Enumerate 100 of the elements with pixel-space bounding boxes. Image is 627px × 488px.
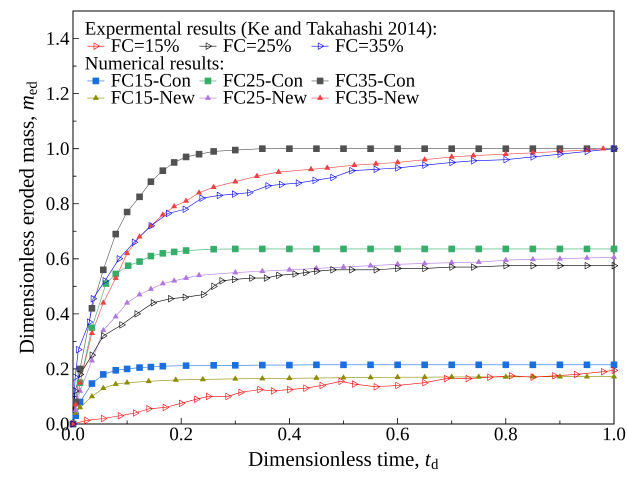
point — [100, 266, 107, 274]
point — [220, 277, 226, 284]
point — [338, 378, 345, 385]
point — [112, 274, 119, 280]
point — [266, 182, 272, 190]
point — [313, 246, 320, 252]
point — [340, 374, 346, 380]
point — [448, 145, 455, 152]
y-axis-title: Dimensionless eroded mass, m$_{ed}$ — [19, 82, 37, 354]
point — [232, 246, 239, 252]
point — [558, 150, 564, 158]
point — [584, 362, 590, 368]
point — [558, 262, 564, 270]
point — [116, 255, 124, 262]
point — [259, 375, 266, 380]
point — [166, 210, 172, 217]
point — [72, 387, 80, 395]
point — [124, 208, 130, 216]
legend-title: Expermental results (Ke and Takahashi 2014): — [85, 21, 436, 39]
point — [78, 370, 84, 378]
point — [238, 388, 245, 396]
point — [136, 364, 143, 371]
point — [146, 378, 152, 384]
point — [112, 380, 119, 386]
point — [210, 362, 217, 369]
point — [303, 268, 310, 276]
point — [136, 291, 142, 296]
point — [314, 268, 321, 275]
point — [368, 374, 374, 380]
point — [611, 254, 617, 260]
point — [448, 374, 455, 379]
point — [77, 388, 83, 393]
legend-label: FC35-Con — [335, 74, 415, 87]
point — [133, 409, 140, 417]
point — [112, 230, 120, 238]
point — [286, 266, 292, 272]
point — [89, 393, 95, 398]
legend-label: FC=35% — [335, 39, 404, 52]
point — [170, 248, 178, 256]
point — [232, 178, 238, 184]
point — [422, 162, 429, 169]
point — [530, 153, 537, 161]
point — [374, 266, 380, 274]
legend-label: FC25-Con — [223, 74, 303, 87]
point — [201, 291, 208, 298]
point — [556, 246, 564, 252]
point — [476, 374, 482, 379]
point — [610, 362, 618, 368]
point — [330, 266, 337, 274]
point — [168, 295, 174, 302]
point — [395, 264, 402, 272]
point — [182, 294, 190, 301]
y-tick-label: 1.2 — [47, 87, 68, 100]
point — [450, 158, 456, 166]
point — [136, 194, 143, 200]
point — [584, 373, 590, 378]
point — [179, 400, 186, 407]
point — [287, 386, 294, 394]
point — [373, 160, 379, 166]
point — [340, 145, 347, 152]
point — [259, 246, 266, 252]
point — [502, 145, 510, 152]
point — [254, 172, 260, 178]
point — [422, 264, 429, 272]
point — [210, 184, 217, 190]
point — [466, 374, 472, 382]
point — [421, 362, 428, 368]
y-tick-label: 0.4 — [46, 307, 70, 320]
legend-label: FC=25% — [223, 39, 291, 52]
point — [422, 379, 429, 386]
point — [574, 370, 580, 378]
point — [279, 180, 286, 188]
point — [422, 156, 428, 162]
point — [90, 352, 96, 359]
point — [216, 192, 224, 200]
point — [448, 259, 455, 264]
point — [124, 300, 130, 305]
y-tick-label: 0.8 — [46, 197, 69, 210]
point — [194, 396, 200, 403]
point — [136, 233, 142, 239]
point — [182, 206, 190, 213]
point — [132, 238, 138, 246]
point — [502, 256, 509, 262]
point — [160, 280, 166, 286]
point — [196, 150, 202, 158]
legend-label: FC35-New — [335, 90, 420, 104]
point — [270, 387, 278, 395]
point — [89, 357, 95, 362]
point — [259, 145, 266, 152]
point — [584, 262, 592, 270]
point — [172, 376, 179, 382]
point — [444, 374, 450, 382]
point — [476, 258, 482, 264]
point — [552, 372, 559, 380]
point — [101, 414, 108, 422]
point — [286, 246, 293, 252]
point — [475, 246, 482, 252]
point — [259, 268, 266, 273]
point — [502, 374, 509, 379]
point — [340, 264, 346, 269]
